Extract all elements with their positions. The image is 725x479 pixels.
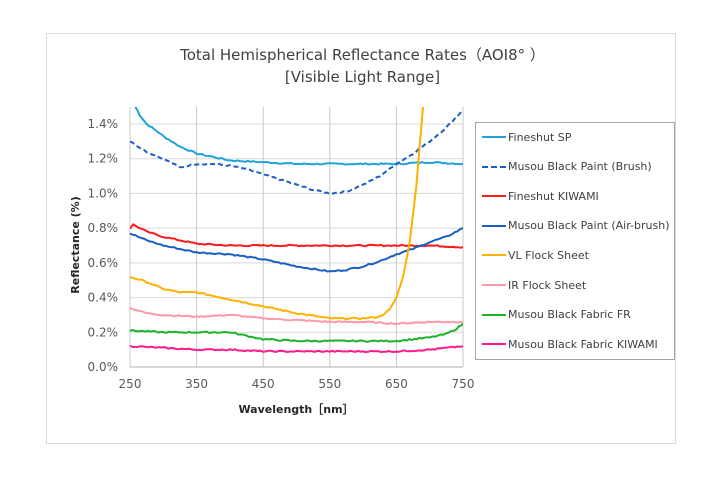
legend-label: Musou Black Fabric FR (508, 308, 631, 322)
legend-item: Musou Black Fabric FR (482, 307, 631, 323)
series-line-vl-flock-sheet (130, 107, 424, 321)
chart-title: Total Hemispherical Reflectance Rates（AO… (180, 46, 545, 64)
x-tick-label: 650 (385, 377, 408, 391)
legend-swatch (482, 284, 506, 286)
legend-label: Fineshut SP (508, 130, 572, 144)
legend-item: IR Flock Sheet (482, 277, 586, 293)
x-tick-label: 450 (252, 377, 275, 391)
legend-label: Musou Black Fabric KIWAMI (508, 337, 658, 351)
y-tick-label: 1.0% (88, 186, 119, 200)
legend-item: Musou Black Paint (Brush) (482, 159, 652, 175)
y-tick-label: 0.8% (88, 221, 119, 235)
legend-label: Musou Black Paint (Brush) (508, 160, 652, 174)
chart-frame (46, 33, 676, 444)
series-line-fineshut-sp (134, 107, 463, 166)
legend-label: Musou Black Paint (Air-brush) (508, 219, 670, 233)
y-tick-label: 0.2% (88, 325, 119, 339)
legend-swatch (482, 136, 506, 138)
x-axis-label: Wavelength［nm］ (238, 402, 353, 416)
y-tick-label: 1.4% (88, 117, 119, 131)
series-line-musou-black-fabric-fr (130, 322, 463, 343)
y-tick-label: 0.6% (88, 256, 119, 270)
legend-swatch (482, 343, 506, 346)
y-tick-label: 1.2% (88, 152, 119, 166)
legend-item: VL Flock Sheet (482, 247, 589, 263)
x-tick-label: 550 (318, 377, 341, 391)
series-line-musou-black-paint-air-brush (130, 227, 463, 273)
x-tick-label: 750 (452, 377, 475, 391)
series-line-musou-black-paint-brush (130, 109, 463, 195)
legend-label: Fineshut KIWAMI (508, 189, 599, 203)
legend-swatch (482, 313, 506, 316)
legend-item: Fineshut SP (482, 129, 571, 145)
y-axis-label: Reflectance (%) (69, 196, 82, 293)
legend-swatch (482, 254, 506, 257)
legend: Fineshut SP Musou Black Paint (Brush) Fine… (475, 122, 675, 360)
series-line-ir-flock-sheet (130, 306, 463, 326)
x-tick-label: 350 (185, 377, 208, 391)
legend-swatch (482, 165, 506, 168)
y-tick-label: 0.0% (88, 360, 119, 374)
axes: 0.0% 0.2% 0.4% 0.6% 0.8% 1.0% 1.2% 1.4% 250 350 45… (88, 117, 475, 391)
x-tick-label: 250 (119, 377, 142, 391)
series-line-musou-black-fabric-kiwami (130, 344, 463, 354)
legend-swatch (482, 224, 506, 227)
chart-subtitle: [Visible Light Range] (284, 68, 441, 86)
legend-item: Musou Black Fabric KIWAMI (482, 336, 658, 352)
legend-item: Fineshut KIWAMI (482, 188, 599, 204)
legend-label: VL Flock Sheet (508, 248, 589, 262)
legend-item: Musou Black Paint (Air-brush) (482, 218, 670, 234)
series-lines (130, 107, 463, 354)
legend-label: IR Flock Sheet (508, 278, 587, 292)
legend-swatch (482, 195, 506, 198)
y-tick-label: 0.4% (88, 291, 119, 305)
